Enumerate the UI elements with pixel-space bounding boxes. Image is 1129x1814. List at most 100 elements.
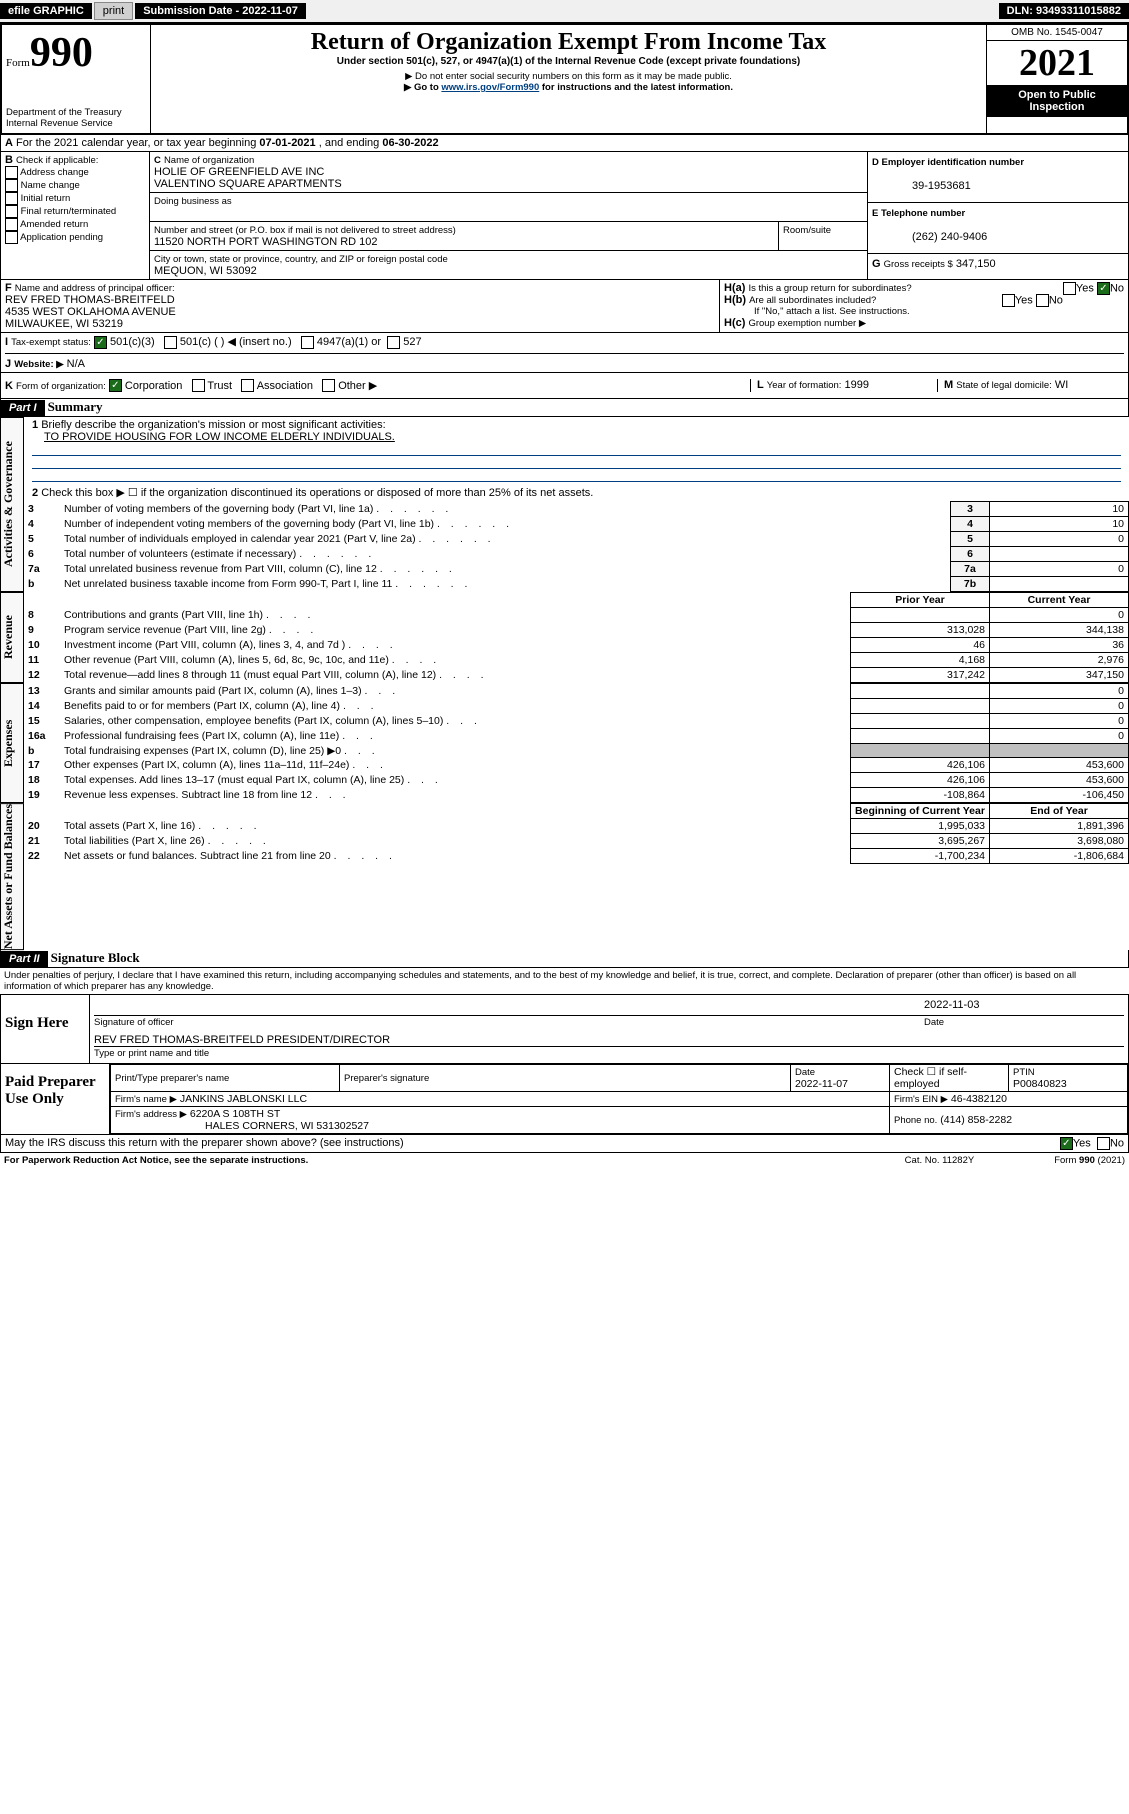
form-number: 990 bbox=[30, 30, 93, 76]
side-netassets: Net Assets or Fund Balances bbox=[0, 803, 24, 950]
street-value: 11520 NORTH PORT WASHINGTON RD 102 bbox=[154, 236, 378, 248]
instructions-link[interactable]: www.irs.gov/Form990 bbox=[441, 82, 539, 93]
firmein-label: Firm's EIN ▶ bbox=[894, 1094, 948, 1105]
discuss-row: May the IRS discuss this return with the… bbox=[0, 1135, 1129, 1153]
prepdate-label: Date bbox=[795, 1067, 815, 1078]
formation-block: K Form of organization: ✓ Corporation Tr… bbox=[0, 373, 1129, 400]
firm-addr1: 6220A S 108TH ST bbox=[190, 1108, 280, 1120]
side-revenue: Revenue bbox=[0, 592, 24, 683]
part2: Part II Signature Block bbox=[0, 950, 1129, 968]
subtitle-1: Under section 501(c), 527, or 4947(a)(1)… bbox=[155, 56, 982, 67]
label-f: F bbox=[5, 282, 12, 294]
print-button[interactable]: print bbox=[94, 2, 133, 20]
period-end: 06-30-2022 bbox=[382, 137, 438, 149]
city-value: MEQUON, WI 53092 bbox=[154, 265, 257, 277]
checkbox-option[interactable]: Initial return bbox=[5, 192, 145, 205]
omb-number: OMB No. 1545-0047 bbox=[987, 25, 1127, 41]
dba-label: Doing business as bbox=[154, 196, 232, 207]
4947-checkbox[interactable] bbox=[301, 336, 314, 349]
table-expenses: 13 Grants and similar amounts paid (Part… bbox=[24, 683, 1129, 803]
jurat-text: Under penalties of perjury, I declare th… bbox=[0, 968, 1129, 994]
gross-label: Gross receipts $ bbox=[884, 259, 953, 270]
officer-block: F Name and address of principal officer:… bbox=[0, 280, 1129, 333]
hb-note: If "No," attach a list. See instructions… bbox=[754, 306, 1124, 317]
yes-label-2: Yes bbox=[1015, 294, 1033, 306]
domicile-value: WI bbox=[1055, 379, 1068, 391]
paid-preparer-block: Paid Preparer Use Only Print/Type prepar… bbox=[0, 1064, 1129, 1135]
preparer-table: Print/Type preparer's name Preparer's si… bbox=[110, 1064, 1128, 1134]
part1-body: Activities & Governance 1 Briefly descri… bbox=[0, 417, 1129, 592]
tax-year: 2021 bbox=[987, 41, 1127, 85]
formorg-option[interactable]: Other ▶ bbox=[319, 380, 383, 392]
table-revenue: Prior Year Current Year8 Contributions a… bbox=[24, 592, 1129, 683]
ha-yes-checkbox[interactable] bbox=[1063, 282, 1076, 295]
orgname-label: Name of organization bbox=[164, 155, 254, 166]
527-checkbox[interactable] bbox=[387, 336, 400, 349]
phone-value: (262) 240-9406 bbox=[912, 231, 987, 243]
mission-value: TO PROVIDE HOUSING FOR LOW INCOME ELDERL… bbox=[44, 431, 395, 443]
formorg-option[interactable]: Association bbox=[238, 380, 319, 392]
no-label-2: No bbox=[1049, 294, 1063, 306]
formorg-option[interactable]: Trust bbox=[189, 380, 239, 392]
revenue-block: Revenue Prior Year Current Year8 Contrib… bbox=[0, 592, 1129, 683]
selfemp-check: Check ☐ if self-employed bbox=[890, 1065, 1009, 1092]
form-header: Form990 Department of the Treasury Inter… bbox=[0, 23, 1129, 135]
gross-value: 347,150 bbox=[956, 258, 996, 270]
tax-exempt-label: Tax-exempt status: bbox=[11, 337, 91, 348]
part1: Part I Summary bbox=[0, 399, 1129, 417]
501c3-checkbox[interactable]: ✓ bbox=[94, 336, 107, 349]
hb-no-checkbox[interactable] bbox=[1036, 294, 1049, 307]
ein-value: 39-1953681 bbox=[912, 180, 971, 192]
discuss-yes: Yes bbox=[1073, 1138, 1091, 1150]
firm-addr2: HALES CORNERS, WI 531302527 bbox=[205, 1120, 369, 1132]
label-c: C bbox=[154, 155, 161, 166]
org-name-2: VALENTINO SQUARE APARTMENTS bbox=[154, 178, 342, 190]
checkbox-option[interactable]: Address change bbox=[5, 166, 145, 179]
part1-header: Part I bbox=[1, 400, 45, 416]
footer-center: Cat. No. 11282Y bbox=[905, 1155, 975, 1166]
checkbox-option[interactable]: Application pending bbox=[5, 231, 145, 244]
label-i: I bbox=[5, 336, 8, 348]
form-label: Form bbox=[6, 57, 30, 69]
formorg-option[interactable]: ✓ Corporation bbox=[109, 380, 189, 392]
hb-yes-checkbox[interactable] bbox=[1002, 294, 1015, 307]
label-m: M bbox=[944, 379, 953, 391]
part2-header: Part II bbox=[1, 951, 48, 967]
ha-no-checkbox[interactable]: ✓ bbox=[1097, 282, 1110, 295]
checkbox-option[interactable]: Name change bbox=[5, 179, 145, 192]
label-hc: H(c) bbox=[724, 317, 745, 329]
discuss-no-checkbox[interactable] bbox=[1097, 1137, 1110, 1150]
opt-527: 527 bbox=[403, 336, 421, 348]
checkbox-option[interactable]: Final return/terminated bbox=[5, 205, 145, 218]
line2-text: Check this box ▶ ☐ if the organization d… bbox=[41, 487, 593, 499]
label-g: G bbox=[872, 258, 881, 270]
goto-suffix: for instructions and the latest informat… bbox=[539, 82, 733, 93]
paid-prep-label: Paid Preparer Use Only bbox=[1, 1064, 110, 1134]
prepsig-label: Preparer's signature bbox=[344, 1073, 429, 1084]
netassets-block: Net Assets or Fund Balances Beginning of… bbox=[0, 803, 1129, 950]
side-activities: Activities & Governance bbox=[0, 417, 24, 592]
line1-num: 1 bbox=[32, 419, 38, 431]
room-label: Room/suite bbox=[783, 225, 831, 236]
type-name-label: Type or print name and title bbox=[94, 1048, 209, 1059]
opt-4947: 4947(a)(1) or bbox=[317, 336, 381, 348]
subtitle-2: ▶ Do not enter social security numbers o… bbox=[155, 71, 982, 82]
yearform-label: Year of formation: bbox=[767, 380, 842, 391]
submission-date: Submission Date - 2022-11-07 bbox=[135, 3, 306, 19]
side-expenses: Expenses bbox=[0, 683, 24, 803]
label-d: D Employer identification number bbox=[872, 157, 1024, 168]
table-netassets: Beginning of Current Year End of Year20 … bbox=[24, 803, 1129, 864]
officer-name: REV FRED THOMAS-BREITFELD bbox=[5, 294, 175, 306]
checkif-label: Check if applicable: bbox=[16, 155, 98, 166]
501c-checkbox[interactable] bbox=[164, 336, 177, 349]
part2-title: Signature Block bbox=[51, 950, 140, 965]
firmname-label: Firm's name ▶ bbox=[115, 1094, 177, 1105]
checkbox-option[interactable]: Amended return bbox=[5, 218, 145, 231]
label-k: K bbox=[5, 380, 13, 392]
website-label: Website: ▶ bbox=[14, 359, 63, 370]
sign-here-label: Sign Here bbox=[1, 995, 90, 1063]
irs-label: Internal Revenue Service bbox=[6, 118, 146, 129]
expenses-block: Expenses 13 Grants and similar amounts p… bbox=[0, 683, 1129, 803]
open-inspection: Open to Public Inspection bbox=[987, 85, 1127, 117]
discuss-yes-checkbox[interactable]: ✓ bbox=[1060, 1137, 1073, 1150]
